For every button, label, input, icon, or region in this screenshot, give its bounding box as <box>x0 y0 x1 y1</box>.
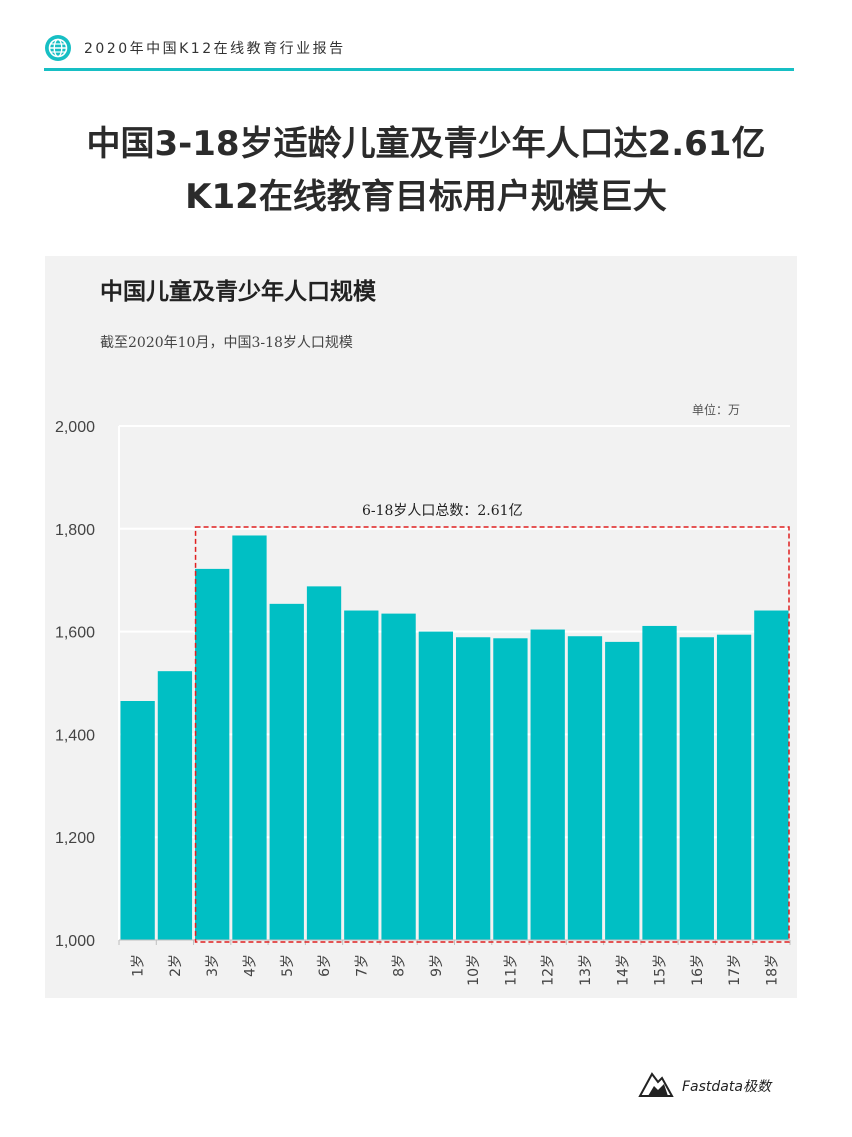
annotation-label: 6-18岁人口总数：2.61亿 <box>362 503 523 519</box>
bar-12岁 <box>530 629 565 940</box>
unit-label: 单位：万 <box>692 402 740 417</box>
bar-1岁 <box>120 700 155 940</box>
bar-14岁 <box>605 641 640 940</box>
bar-10岁 <box>455 637 491 940</box>
x-tick-label: 10岁 <box>466 954 482 986</box>
y-tick-label: 1,800 <box>55 522 95 539</box>
globe-icon <box>45 35 71 61</box>
report-header: 2020年中国K12在线教育行业报告 <box>44 32 794 72</box>
page-title-line1: 中国3-18岁适龄儿童及青少年人口达2.61亿 <box>86 124 766 164</box>
x-tick-label: 4岁 <box>242 954 258 977</box>
bar-13岁 <box>567 636 603 940</box>
page-title-line2: K12在线教育目标用户规模巨大 <box>185 177 667 217</box>
y-tick-label: 2,000 <box>55 419 95 436</box>
chart-subtitle: 截至2020年10月，中国3-18岁人口规模 <box>100 335 353 351</box>
header-divider <box>44 68 794 71</box>
x-tick-label: 1岁 <box>131 954 147 977</box>
x-tick-label: 18岁 <box>764 954 780 986</box>
x-tick-label: 9岁 <box>429 954 445 977</box>
x-tick-label: 17岁 <box>727 954 743 986</box>
brand-name: Fastdata极数 <box>682 1079 771 1095</box>
x-tick-label: 16岁 <box>690 954 706 986</box>
x-tick-label: 14岁 <box>615 954 631 986</box>
x-tick-label: 12岁 <box>541 954 557 986</box>
bar-9岁 <box>418 631 454 940</box>
bar-3岁 <box>195 568 230 940</box>
x-tick-label: 3岁 <box>205 954 221 977</box>
x-tick-label: 15岁 <box>653 954 669 986</box>
page-title: 中国3-18岁适龄儿童及青少年人口达2.61亿 K12在线教育目标用户规模巨大 <box>0 118 852 224</box>
x-tick-label: 2岁 <box>168 954 184 977</box>
y-tick-label: 1,200 <box>55 830 95 847</box>
bar-7岁 <box>344 610 379 940</box>
bar-4岁 <box>232 535 267 940</box>
bar-2岁 <box>157 671 193 940</box>
bar-16岁 <box>679 637 714 940</box>
annotation-box <box>194 526 790 943</box>
y-tick-label: 1,600 <box>55 625 95 642</box>
x-tick-label: 13岁 <box>578 954 594 986</box>
x-tick-label: 6岁 <box>317 954 333 977</box>
y-tick-label: 1,400 <box>55 727 95 744</box>
chart-title: 中国儿童及青少年人口规模 <box>100 279 376 305</box>
bar-17岁 <box>716 634 752 940</box>
population-bar-chart: 1,000 1,200 1,400 1,600 1,800 2,000 1岁 2岁 3岁 4岁 5岁… <box>55 402 791 986</box>
bar-5岁 <box>269 603 304 940</box>
x-tick-label: 7岁 <box>354 954 370 977</box>
x-tick-label: 11岁 <box>503 954 519 986</box>
y-tick-label: 1,000 <box>55 933 95 950</box>
bar-6岁 <box>306 586 342 940</box>
footer-brand: Fastdata极数 <box>638 1068 808 1104</box>
bar-18岁 <box>754 610 789 940</box>
report-title: 2020年中国K12在线教育行业报告 <box>84 41 346 57</box>
x-tick-label: 8岁 <box>392 954 408 977</box>
bar-8岁 <box>381 613 416 940</box>
fastdata-logo-icon <box>638 1072 674 1097</box>
bar-15岁 <box>642 625 677 940</box>
x-tick-label: 5岁 <box>280 954 296 977</box>
bar-11岁 <box>493 638 528 940</box>
